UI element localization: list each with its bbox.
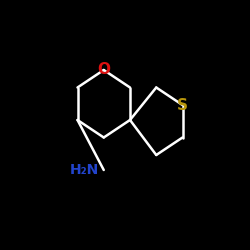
Text: H₂N: H₂N bbox=[70, 163, 99, 177]
Text: S: S bbox=[177, 98, 188, 112]
Text: O: O bbox=[97, 62, 110, 78]
